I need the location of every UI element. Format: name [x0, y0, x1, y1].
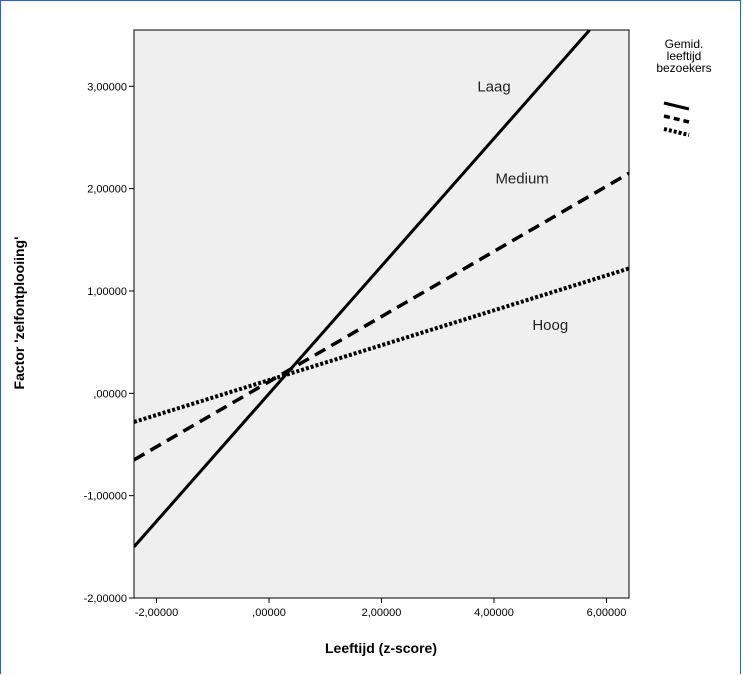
series-labels: Laag Medium Hoog: [477, 78, 568, 333]
x-tick-label: -2,00000: [135, 607, 178, 619]
series-line-hoog: [134, 266, 629, 424]
legend-title-line: Gemid.: [665, 37, 704, 51]
y-tick-label: 1,00000: [87, 286, 127, 298]
series-label-hoog: Hoog: [532, 317, 568, 334]
axes-layer: -2,00000 -1,00000 ,00000 1,00000 2,00000 3,00…: [84, 81, 627, 619]
series-line-laag: [134, 30, 591, 548]
y-tick-label: 3,00000: [87, 81, 127, 93]
series-layer: [134, 30, 629, 548]
y-tick-label: -1,00000: [84, 491, 127, 503]
y-tick-label: ,00000: [93, 388, 127, 400]
series-label-laag: Laag: [477, 78, 510, 95]
legend-swatch-hoog: [663, 127, 690, 137]
plot-area: [133, 29, 630, 599]
y-tick-label: -2,00000: [84, 593, 127, 605]
series-label-medium: Medium: [495, 171, 548, 188]
x-tick-label: 2,00000: [362, 607, 402, 619]
legend-title-line: bezoekers: [656, 61, 711, 75]
y-tick-label: 2,00000: [87, 184, 127, 196]
series-line-medium: [134, 171, 629, 462]
y-axis-title: Factor 'zelfontplooiing': [11, 237, 27, 390]
x-tick-label: 6,00000: [587, 607, 627, 619]
x-axis-title: Leeftijd (z-score): [325, 640, 437, 656]
legend-swatch-medium: [663, 114, 690, 124]
x-tick-label: ,00000: [252, 607, 286, 619]
x-tick-label: 4,00000: [474, 607, 514, 619]
legend-title-line: leeftijd: [667, 49, 702, 63]
legend-swatch-laag: [663, 101, 690, 111]
